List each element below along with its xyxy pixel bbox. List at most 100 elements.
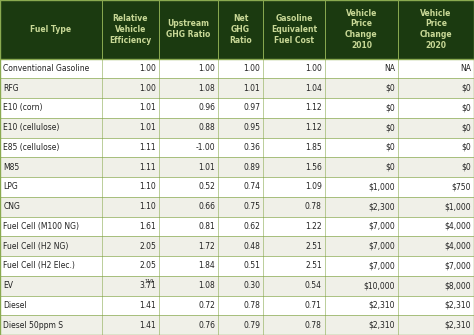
Text: $0: $0 [461,123,471,132]
Text: $0: $0 [385,84,395,93]
Text: 1.85: 1.85 [305,143,322,152]
Text: 1.84: 1.84 [199,261,215,270]
Bar [0,276,474,295]
Text: 1.10: 1.10 [139,202,156,211]
Text: Vehicle
Price
Change
2020: Vehicle Price Change 2020 [420,9,452,50]
Text: $7,000: $7,000 [369,242,395,251]
Text: Fuel Cell (M100 NG): Fuel Cell (M100 NG) [3,222,79,231]
Text: M85: M85 [3,163,19,172]
Text: $2,310: $2,310 [369,301,395,310]
Text: NA: NA [384,64,395,73]
Text: 1.09: 1.09 [305,183,322,191]
Bar [0,59,474,78]
Text: 1.01: 1.01 [139,104,156,113]
Text: 0.72: 0.72 [198,301,215,310]
Text: $10,000: $10,000 [364,281,395,290]
Text: $2,310: $2,310 [369,321,395,330]
Text: 1.11: 1.11 [139,163,156,172]
Text: 0.52: 0.52 [198,183,215,191]
Bar [0,216,474,236]
Text: 1.72: 1.72 [199,242,215,251]
Text: Fuel Type: Fuel Type [30,25,72,34]
Text: 0.79: 0.79 [243,321,260,330]
Text: 2.05: 2.05 [139,261,156,270]
Text: Vehicle
Price
Change
2010: Vehicle Price Change 2010 [345,9,378,50]
Text: EV: EV [3,281,13,290]
Text: 0.54: 0.54 [305,281,322,290]
Text: 1.22: 1.22 [305,222,322,231]
Text: Fuel Cell (H2 Elec.): Fuel Cell (H2 Elec.) [3,261,75,270]
Text: Upstream
GHG Ratio: Upstream GHG Ratio [166,19,210,39]
Text: 0.62: 0.62 [243,222,260,231]
Bar [0,78,474,98]
Text: $2,300: $2,300 [369,202,395,211]
Bar [0,256,474,276]
Text: $2,310: $2,310 [445,321,471,330]
Bar [0,236,474,256]
Text: 0.78: 0.78 [305,321,322,330]
Text: 1.12: 1.12 [305,104,322,113]
Text: 2.51: 2.51 [305,242,322,251]
Text: $7,000: $7,000 [369,261,395,270]
Text: $0: $0 [461,104,471,113]
Text: $0: $0 [385,104,395,113]
Text: 119: 119 [144,279,154,284]
Text: 0.51: 0.51 [243,261,260,270]
Text: LPG: LPG [3,183,18,191]
Bar [0,197,474,216]
Text: Relative
Vehicle
Efficiency: Relative Vehicle Efficiency [109,14,152,45]
Text: 1.01: 1.01 [244,84,260,93]
Text: Gasoline
Equivalent
Fuel Cost: Gasoline Equivalent Fuel Cost [271,14,317,45]
Text: 0.66: 0.66 [198,202,215,211]
Text: 0.71: 0.71 [305,301,322,310]
Text: 1.41: 1.41 [139,321,156,330]
Text: 1.01: 1.01 [199,163,215,172]
Bar [0,98,474,118]
Text: 0.89: 0.89 [243,163,260,172]
Text: 0.96: 0.96 [198,104,215,113]
Text: E10 (corn): E10 (corn) [3,104,43,113]
Text: 1.61: 1.61 [139,222,156,231]
Text: 1.56: 1.56 [305,163,322,172]
Text: 1.01: 1.01 [139,123,156,132]
Text: 0.95: 0.95 [243,123,260,132]
Text: $0: $0 [461,163,471,172]
Text: 0.81: 0.81 [199,222,215,231]
Text: 0.75: 0.75 [243,202,260,211]
Text: 1.41: 1.41 [139,301,156,310]
Text: CNG: CNG [3,202,20,211]
Bar [0,118,474,138]
Text: $0: $0 [385,143,395,152]
Text: 3.71: 3.71 [139,281,156,290]
Text: $750: $750 [452,183,471,191]
Text: 0.30: 0.30 [243,281,260,290]
Text: 0.76: 0.76 [198,321,215,330]
Text: $0: $0 [385,163,395,172]
Text: E10 (cellulose): E10 (cellulose) [3,123,60,132]
Text: 1.00: 1.00 [139,84,156,93]
Text: 1.00: 1.00 [243,64,260,73]
Text: $1,000: $1,000 [445,202,471,211]
Text: 0.36: 0.36 [243,143,260,152]
Bar [0,0,474,59]
Text: 0.48: 0.48 [243,242,260,251]
Text: 0.78: 0.78 [243,301,260,310]
Text: 2.05: 2.05 [139,242,156,251]
Text: $0: $0 [461,84,471,93]
Text: NA: NA [460,64,471,73]
Text: 1.08: 1.08 [199,84,215,93]
Bar [0,177,474,197]
Text: 0.97: 0.97 [243,104,260,113]
Text: 1.08: 1.08 [199,281,215,290]
Bar [0,138,474,157]
Text: $2,310: $2,310 [445,301,471,310]
Text: Net
GHG
Ratio: Net GHG Ratio [229,14,252,45]
Text: $4,000: $4,000 [445,222,471,231]
Text: $1,000: $1,000 [369,183,395,191]
Text: 1.00: 1.00 [305,64,322,73]
Text: Diesel 50ppm S: Diesel 50ppm S [3,321,64,330]
Text: 0.74: 0.74 [243,183,260,191]
Text: 1.04: 1.04 [305,84,322,93]
Text: Fuel Cell (H2 NG): Fuel Cell (H2 NG) [3,242,69,251]
Text: Diesel: Diesel [3,301,27,310]
